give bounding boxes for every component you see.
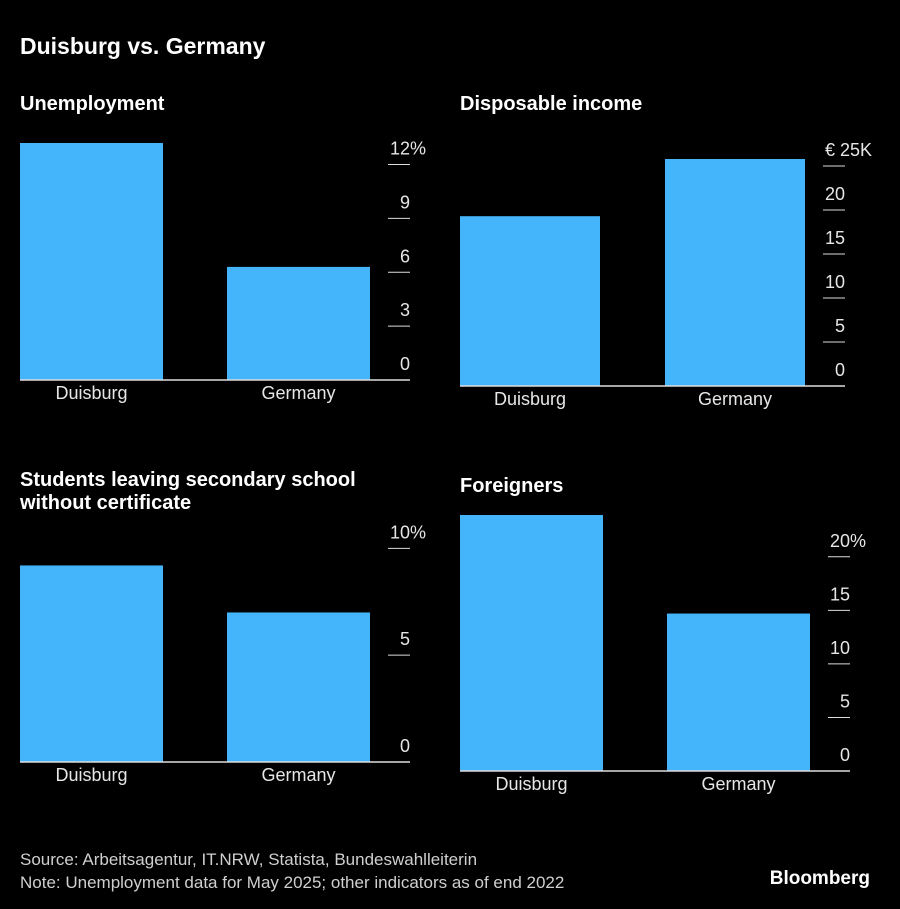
y-tick-label: 5 [400,629,410,649]
x-tick-label: Duisburg [494,389,566,409]
y-tick-label: 20% [830,531,866,551]
x-tick-label: Germany [261,765,335,785]
y-tick-label: 15 [825,228,845,248]
brand: Bloomberg [770,868,870,889]
y-tick-label: 0 [835,360,845,380]
panel-title-line: without certificate [19,492,191,514]
y-tick-label: 3 [400,300,410,320]
y-tick-label: 5 [835,316,845,336]
bar [20,143,163,380]
bar [20,565,163,762]
panel-title: Unemployment [20,93,165,115]
y-tick-label: € 25K [825,140,872,160]
x-tick-label: Duisburg [495,774,567,794]
y-tick-label: 12% [390,139,426,159]
panel-title: Foreigners [460,475,563,497]
y-tick-label: 10 [825,272,845,292]
panel-title: Students leaving secondary school without… [19,469,356,514]
x-tick-label: Germany [698,389,772,409]
y-tick-label: 5 [840,691,850,711]
x-tick-label: Duisburg [55,383,127,403]
x-tick-label: Germany [261,383,335,403]
y-tick-label: 10% [390,522,426,542]
y-tick-label: 9 [400,192,410,212]
y-tick-label: 0 [400,736,410,756]
panel-title-line: Students leaving secondary school [20,469,356,491]
x-tick-label: Germany [701,774,775,794]
x-tick-label: Duisburg [55,765,127,785]
note: Note: Unemployment data for May 2025; ot… [20,873,564,892]
panel-title: Disposable income [460,93,642,115]
y-tick-label: 15 [830,584,850,604]
y-tick-label: 0 [400,354,410,374]
y-tick-label: 0 [840,745,850,765]
bar [460,515,603,771]
y-tick-label: 6 [400,246,410,266]
bar [227,612,370,762]
y-tick-label: 10 [830,638,850,658]
bar [227,266,370,380]
bar [667,613,810,771]
y-tick-label: 20 [825,184,845,204]
bar [665,159,805,386]
source: Source: Arbeitsagentur, IT.NRW, Statista… [20,850,477,869]
page-title: Duisburg vs. Germany [20,33,266,59]
bar [460,216,600,386]
